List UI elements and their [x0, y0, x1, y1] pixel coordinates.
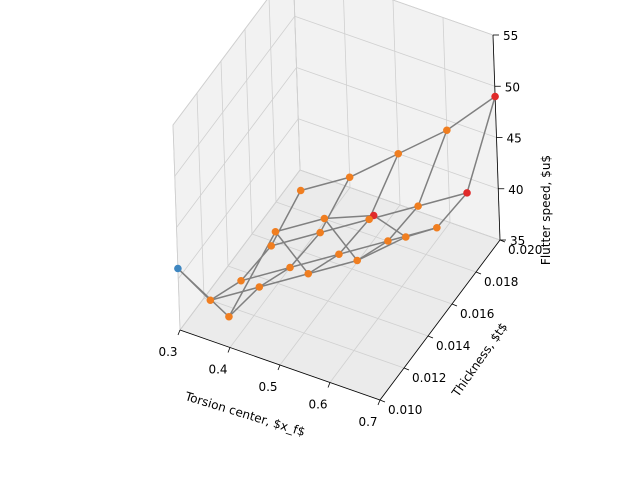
data-point — [335, 250, 343, 259]
data-point — [443, 126, 451, 135]
x-tick-mark — [177, 329, 181, 336]
grid-line-z-back — [296, 67, 497, 138]
x-tick-mark — [327, 382, 331, 388]
grid-line-z-left — [179, 169, 301, 331]
y-axis-label: Thickness, $t$ — [448, 320, 510, 400]
z-tick-label: 45 — [507, 132, 522, 146]
x-tick-label: 0.7 — [358, 415, 377, 429]
x-tick-mark — [277, 364, 281, 371]
data-point — [463, 189, 471, 197]
data-point — [174, 264, 182, 273]
y-tick-mark — [427, 335, 434, 339]
grid-line-y-floor — [227, 265, 429, 337]
data-point — [286, 263, 294, 272]
z-tick-label: 55 — [503, 29, 518, 43]
data-point — [320, 214, 329, 223]
y-axis-line — [379, 239, 501, 401]
z-axis-label: Flutter speed, $u$ — [539, 155, 553, 265]
x-tick-label: 0.4 — [208, 363, 227, 377]
tick-labels: 0.3 0.4 0.5 0.6 0.7 0.010 0.012 0.014 0.016 0.018… — [158, 29, 542, 429]
data-point — [296, 186, 305, 195]
data-point — [433, 223, 441, 232]
grid-line-z-left — [174, 16, 296, 177]
z-tick-label: 40 — [508, 183, 523, 197]
x-tick-label: 0.6 — [308, 398, 327, 412]
y-tick-label: 0.014 — [436, 339, 470, 353]
grid-line-z-left — [177, 118, 299, 279]
grid-line-z-back — [294, 15, 495, 87]
y-tick-mark — [379, 399, 386, 403]
y-tick-mark — [475, 271, 482, 275]
data-point — [206, 296, 215, 305]
data-point — [402, 233, 410, 241]
grid-line-y-floor — [275, 201, 477, 273]
y-tick-mark — [451, 303, 458, 307]
grid-line-z-left — [176, 67, 297, 228]
data-point — [271, 227, 280, 236]
data-point — [267, 242, 276, 250]
x-axis-label: Torsion center, $x_f$ — [183, 389, 307, 439]
data-point — [384, 237, 392, 245]
data-point — [345, 173, 354, 182]
y-tick-mark — [403, 367, 410, 371]
z-tick-label: 35 — [510, 234, 525, 248]
x-tick-label: 0.3 — [158, 345, 177, 359]
data-points — [174, 92, 499, 321]
grid-line-x-floor — [279, 204, 401, 366]
data-point — [225, 312, 233, 321]
data-point — [414, 202, 422, 210]
z-tick-label: 50 — [505, 80, 520, 94]
x-tick-mark — [227, 347, 231, 353]
x-tick-mark — [377, 399, 381, 406]
grid-line-z-back — [391, 0, 494, 36]
data-point — [304, 269, 313, 278]
grid-line-y-floor — [203, 297, 405, 369]
y-tick-label: 0.012 — [412, 371, 446, 385]
grid-line-y-floor — [251, 233, 453, 305]
y-tick-label: 0.020 — [508, 243, 542, 257]
grid-line-x-floor — [329, 222, 451, 383]
y-tick-label: 0.016 — [460, 307, 494, 321]
data-point — [255, 283, 264, 291]
data-point — [237, 276, 245, 285]
y-tick-label: 0.010 — [388, 403, 422, 417]
data-point — [491, 92, 499, 101]
grid-line-z-left — [172, 0, 268, 126]
data-point — [316, 228, 324, 237]
y-tick-label: 0.018 — [484, 275, 518, 289]
x-tick-label: 0.5 — [258, 380, 277, 394]
data-point — [394, 149, 403, 158]
data-point — [353, 256, 362, 265]
data-point — [365, 215, 373, 224]
